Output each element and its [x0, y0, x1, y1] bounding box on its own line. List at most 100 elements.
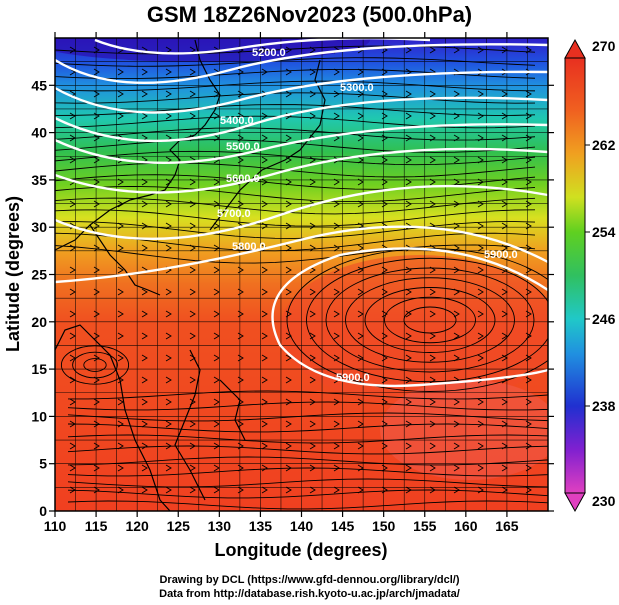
wind-arrow — [357, 68, 364, 76]
wind-arrow — [213, 288, 220, 296]
wind-arrow — [501, 420, 508, 428]
wind-arrow — [429, 200, 436, 208]
wind-arrow — [261, 46, 268, 54]
wind-arrow — [165, 222, 172, 230]
wind-arrow — [237, 244, 244, 252]
wind-arrow — [189, 178, 196, 186]
wind-arrow — [213, 222, 220, 230]
wind-arrow — [285, 464, 292, 472]
wind-arrow — [69, 486, 76, 494]
wind-arrow — [261, 332, 268, 340]
wind-arrow — [333, 486, 340, 494]
wind-arrow — [213, 266, 220, 274]
wind-arrow — [405, 332, 412, 340]
colorbar-label: 246 — [592, 311, 616, 327]
wind-arrow — [357, 200, 364, 208]
wind-arrow — [213, 310, 220, 318]
x-axis-title: Longitude (degrees) — [214, 540, 387, 560]
wind-arrow — [525, 310, 532, 318]
wind-arrow — [141, 222, 148, 230]
wind-arrow — [309, 244, 316, 252]
wind-arrow — [333, 288, 340, 296]
wind-arrow — [501, 442, 508, 450]
wind-arrow — [405, 310, 412, 318]
wind-arrow — [381, 68, 388, 76]
wind-arrow — [381, 134, 388, 142]
wind-arrow — [333, 310, 340, 318]
wind-arrow — [309, 46, 316, 54]
wind-arrow — [93, 222, 100, 230]
wind-arrow — [477, 486, 484, 494]
wind-arrow — [117, 244, 124, 252]
wind-arrow — [261, 486, 268, 494]
wind-arrow — [117, 90, 124, 98]
wind-arrow — [477, 112, 484, 120]
wind-arrow — [381, 310, 388, 318]
wind-arrow — [501, 288, 508, 296]
wind-arrow — [477, 332, 484, 340]
wind-arrow — [93, 200, 100, 208]
wind-arrow — [237, 200, 244, 208]
wind-arrow — [93, 310, 100, 318]
wind-arrow — [261, 156, 268, 164]
wind-arrow — [453, 178, 460, 186]
wind-arrow — [93, 134, 100, 142]
wind-arrow — [501, 46, 508, 54]
contour-label: 5600.0 — [226, 173, 260, 185]
wind-arrow — [189, 266, 196, 274]
wind-arrow — [285, 134, 292, 142]
wind-arrow — [453, 90, 460, 98]
streamline — [55, 185, 536, 203]
wind-arrow — [453, 288, 460, 296]
wind-arrow — [141, 376, 148, 384]
wind-arrow — [477, 222, 484, 230]
wind-arrow — [309, 332, 316, 340]
wind-arrow — [453, 200, 460, 208]
wind-arrow — [69, 222, 76, 230]
wind-arrow — [333, 222, 340, 230]
wind-arrow — [237, 464, 244, 472]
streamline — [67, 412, 548, 422]
wind-arrow — [309, 398, 316, 406]
wind-arrow — [93, 420, 100, 428]
wind-arrow — [333, 332, 340, 340]
wind-arrow — [525, 222, 532, 230]
streamline — [67, 445, 548, 455]
wind-arrow — [117, 354, 124, 362]
wind-arrow — [93, 464, 100, 472]
wind-arrow — [405, 134, 412, 142]
wind-arrow — [213, 200, 220, 208]
x-tick-label: 110 — [44, 518, 67, 534]
wind-arrow — [189, 420, 196, 428]
wind-arrow — [285, 398, 292, 406]
wind-arrow — [261, 222, 268, 230]
wind-arrow — [501, 178, 508, 186]
wind-arrow — [525, 464, 532, 472]
wind-arrow — [237, 310, 244, 318]
wind-arrow — [429, 46, 436, 54]
wind-arrow — [477, 244, 484, 252]
streamline — [55, 209, 536, 227]
wind-arrow — [477, 266, 484, 274]
wind-arrow — [189, 354, 196, 362]
y-tick-label: 45 — [31, 77, 47, 93]
y-tick-label: 30 — [31, 219, 47, 235]
wind-arrow — [453, 442, 460, 450]
coastline — [55, 39, 326, 511]
streamline — [364, 287, 496, 353]
wind-arrow — [381, 288, 388, 296]
wind-arrow — [381, 90, 388, 98]
wind-arrow — [477, 46, 484, 54]
wind-arrow — [69, 266, 76, 274]
colorbar-label: 254 — [592, 224, 616, 240]
wind-arrow — [237, 112, 244, 120]
wind-arrow — [453, 222, 460, 230]
wind-arrow — [309, 464, 316, 472]
wind-arrow — [189, 332, 196, 340]
wind-arrow — [237, 442, 244, 450]
wind-arrow — [333, 442, 340, 450]
wind-arrow — [429, 398, 436, 406]
wind-arrow — [501, 112, 508, 120]
streamline — [67, 500, 548, 510]
wind-arrow — [261, 266, 268, 274]
